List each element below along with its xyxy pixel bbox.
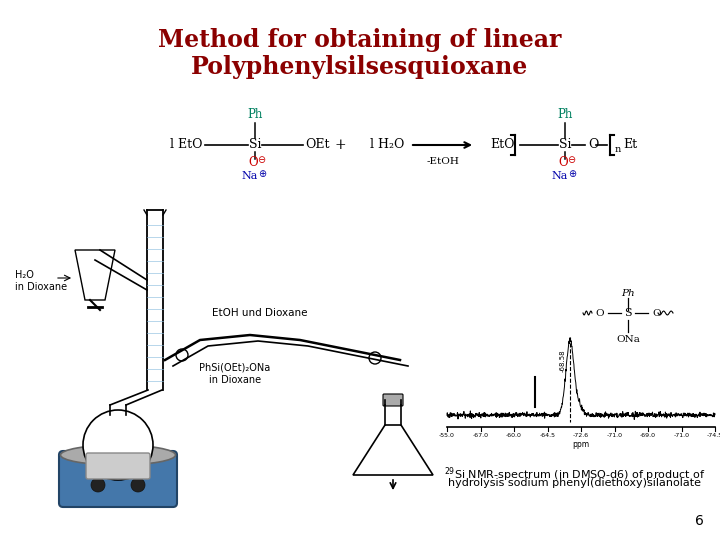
Circle shape (91, 478, 105, 492)
Text: Si: Si (559, 138, 571, 152)
FancyBboxPatch shape (5, 195, 230, 525)
FancyBboxPatch shape (59, 451, 177, 507)
Circle shape (83, 410, 153, 480)
Circle shape (131, 478, 145, 492)
Text: -68.58: -68.58 (560, 349, 566, 372)
Text: Method for obtaining of linear: Method for obtaining of linear (158, 28, 562, 52)
FancyBboxPatch shape (383, 394, 403, 406)
Circle shape (369, 352, 381, 364)
Polygon shape (75, 250, 115, 300)
Text: -67.0: -67.0 (472, 433, 488, 438)
Text: -EtOH: -EtOH (426, 157, 459, 166)
Ellipse shape (60, 445, 176, 465)
Text: Na: Na (552, 171, 568, 181)
Text: Na: Na (242, 171, 258, 181)
Text: Ph: Ph (621, 289, 635, 298)
Text: hydrolysis sodium phenyl(diethoxy)silanolate: hydrolysis sodium phenyl(diethoxy)silano… (449, 478, 701, 488)
Text: EtO: EtO (490, 138, 515, 152)
Text: H₂O
in Dioxane: H₂O in Dioxane (15, 270, 67, 292)
Text: ⊖: ⊖ (567, 155, 575, 165)
Text: ⊖: ⊖ (257, 155, 265, 165)
Text: -60.0: -60.0 (506, 433, 522, 438)
Text: Si: Si (248, 138, 261, 152)
Text: Ph: Ph (247, 108, 263, 121)
FancyBboxPatch shape (86, 453, 150, 479)
Text: $^{29}$Si NMR-spectrum (in DMSO-d6) of product of: $^{29}$Si NMR-spectrum (in DMSO-d6) of p… (444, 465, 706, 484)
Text: 6: 6 (695, 514, 704, 528)
Text: -71.0: -71.0 (673, 433, 690, 438)
Text: ONa: ONa (616, 335, 640, 344)
Text: -72.6: -72.6 (573, 433, 589, 438)
Text: -64.5: -64.5 (539, 433, 556, 438)
Text: Polyphenylsilsesquioxane: Polyphenylsilsesquioxane (192, 55, 528, 79)
Text: -55.0: -55.0 (439, 433, 455, 438)
Text: PhSi(OEt)₂ONa
in Dioxane: PhSi(OEt)₂ONa in Dioxane (199, 363, 271, 384)
Text: ⊕: ⊕ (568, 169, 576, 179)
Text: l H₂O: l H₂O (370, 138, 405, 152)
Text: O: O (595, 308, 604, 318)
Text: EtOH und Dioxane: EtOH und Dioxane (212, 308, 307, 318)
Text: -71.0: -71.0 (606, 433, 623, 438)
Text: S: S (624, 308, 632, 318)
Text: O: O (588, 138, 598, 152)
Text: Ph: Ph (557, 108, 572, 121)
Text: ⊕: ⊕ (258, 169, 266, 179)
Text: O: O (652, 308, 661, 318)
Polygon shape (353, 425, 433, 475)
Text: l EtO: l EtO (171, 138, 203, 152)
Text: O: O (248, 157, 258, 170)
Circle shape (176, 349, 188, 361)
Text: n: n (615, 145, 621, 154)
Text: OEt: OEt (305, 138, 330, 152)
Text: +: + (334, 138, 346, 152)
Text: O: O (558, 157, 568, 170)
Text: ppm: ppm (572, 440, 590, 449)
Text: Et: Et (623, 138, 637, 152)
Text: -74.5: -74.5 (707, 433, 720, 438)
Text: -69.0: -69.0 (640, 433, 656, 438)
